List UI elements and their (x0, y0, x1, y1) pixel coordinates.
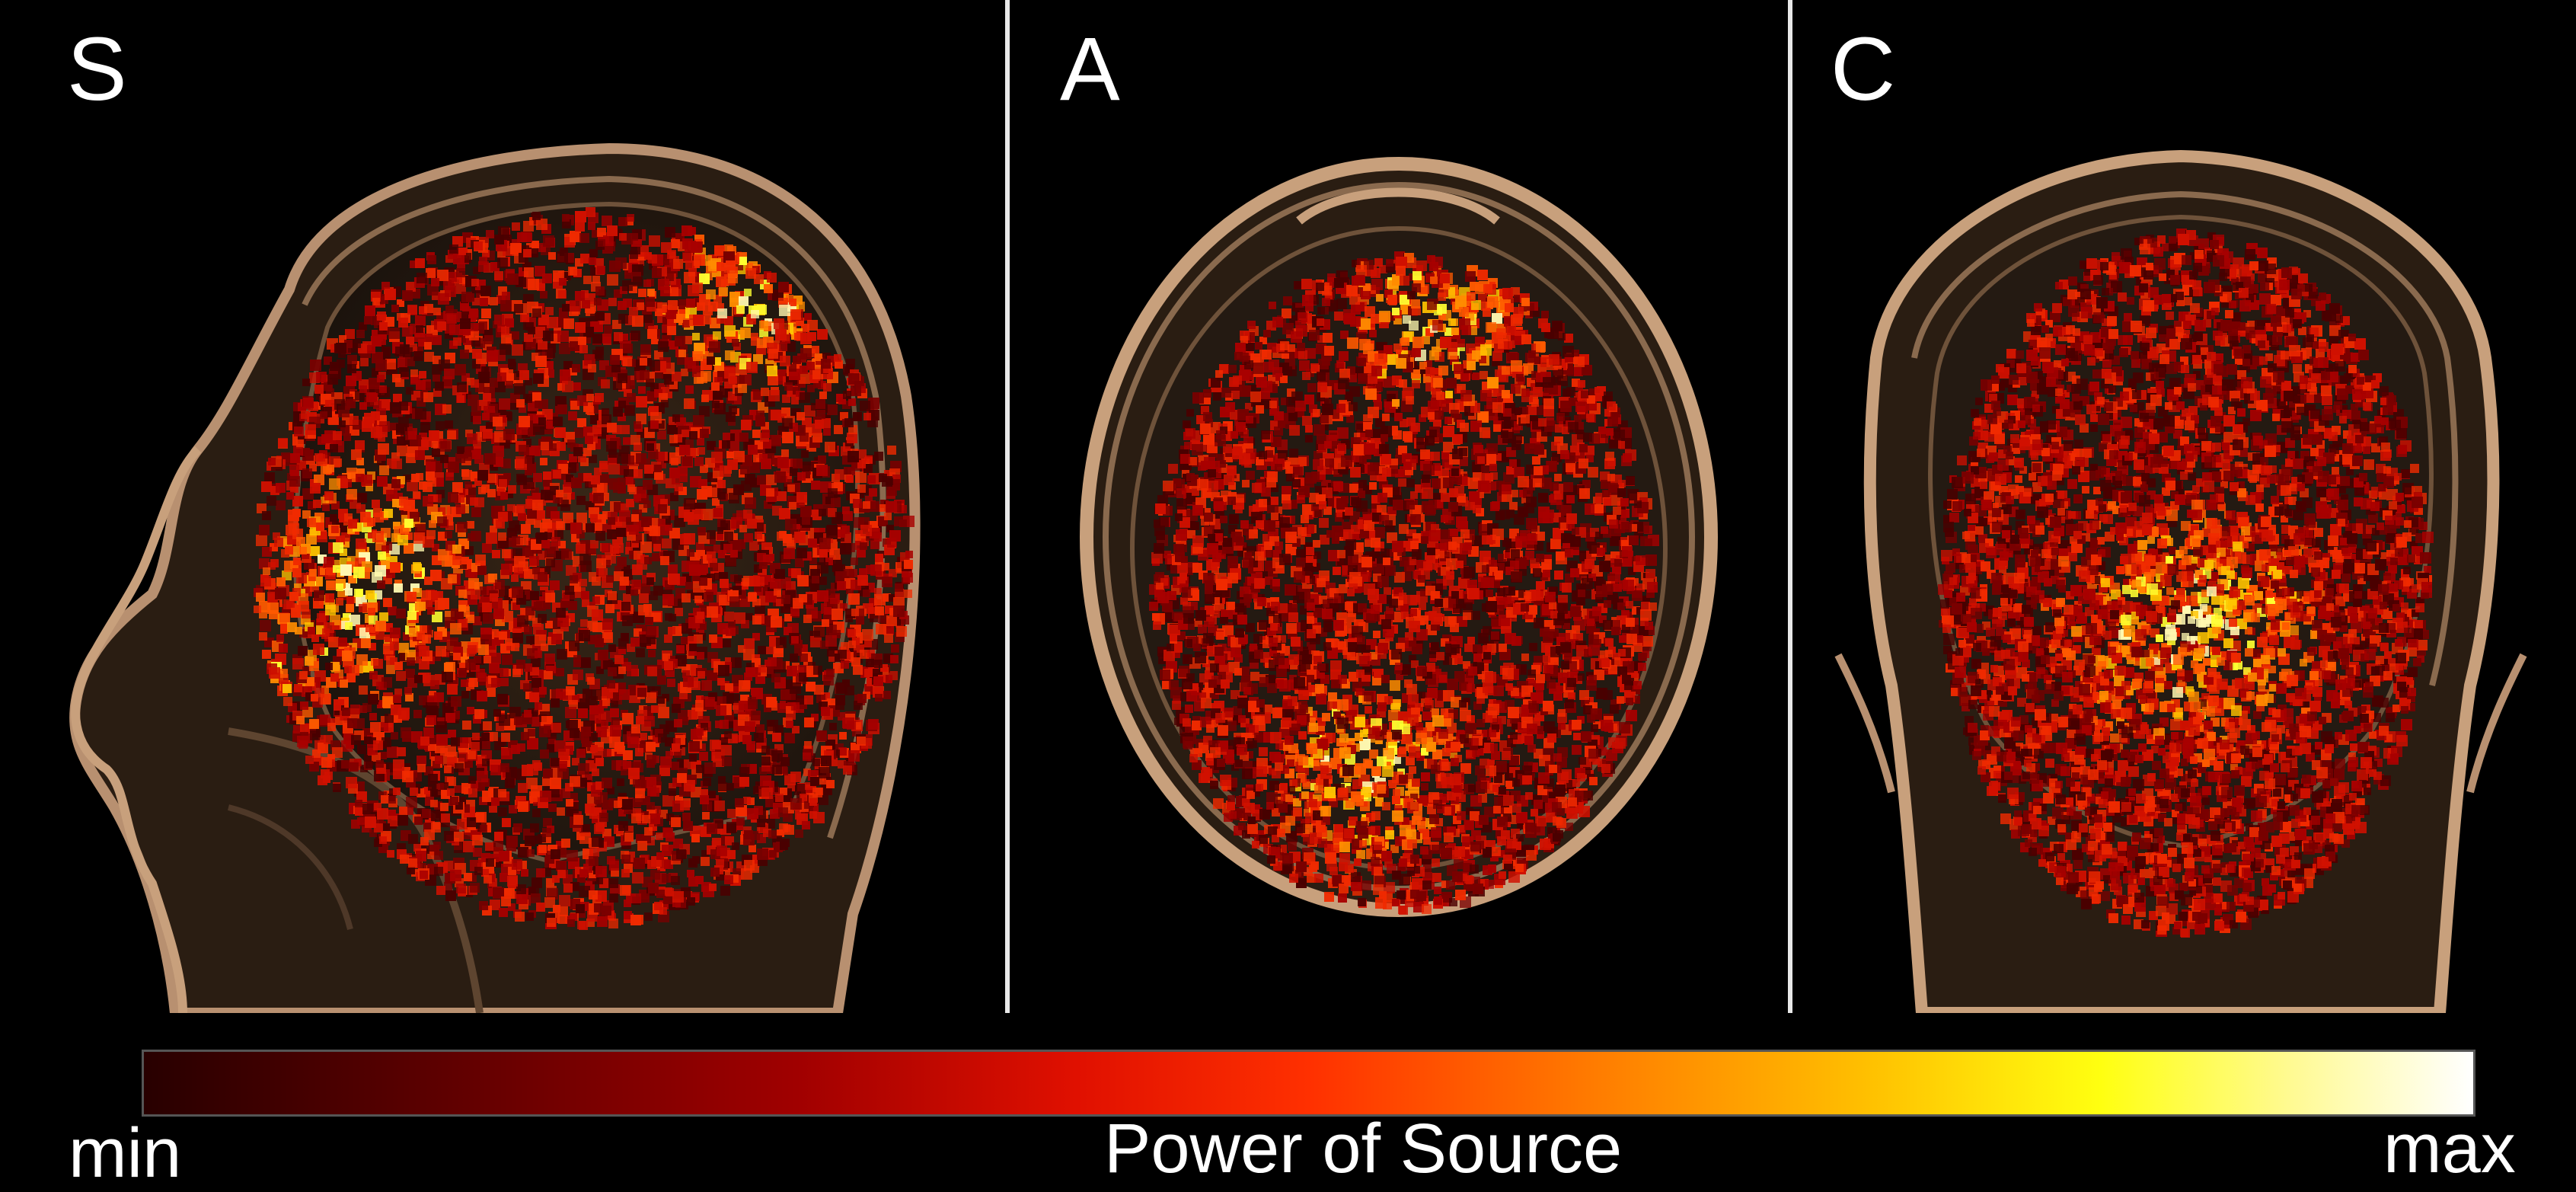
colorbar-title: Power of Source (1104, 1110, 1623, 1187)
panel-label-s: S (67, 19, 127, 120)
panel-label-a: A (1060, 19, 1120, 120)
colorbar-min-label: min (69, 1114, 182, 1192)
axial-mri-image (1080, 157, 1718, 917)
panel-coronal: C (1792, 0, 2576, 1013)
divider-1 (1005, 0, 1010, 1013)
divider-2 (1788, 0, 1792, 1013)
coronal-mri-image (1834, 149, 2527, 1013)
colorbar-max-label: max (2383, 1110, 2516, 1187)
panel-sagittal: S (0, 0, 1005, 1013)
panel-label-c: C (1831, 19, 1896, 120)
colorbar (142, 1050, 2475, 1117)
panel-axial: A (1010, 0, 1788, 1013)
sagittal-mri-image (69, 142, 921, 1013)
